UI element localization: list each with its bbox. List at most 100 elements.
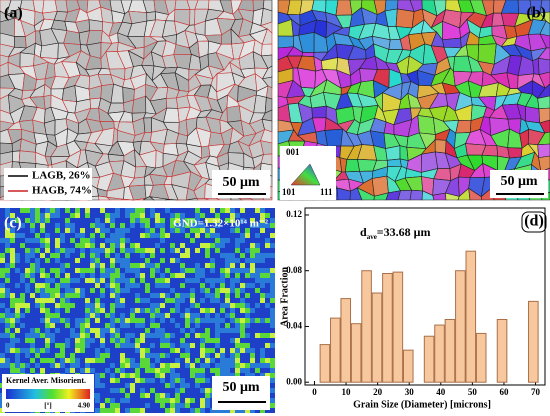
pixel bbox=[140, 288, 145, 293]
pixel bbox=[15, 228, 20, 233]
pixel bbox=[105, 303, 110, 308]
pixel bbox=[210, 408, 215, 413]
pixel bbox=[45, 243, 50, 248]
pixel bbox=[195, 348, 200, 353]
pixel bbox=[145, 273, 150, 278]
pixel bbox=[250, 308, 255, 313]
pixel bbox=[100, 313, 105, 318]
pixel bbox=[120, 378, 125, 383]
pixel bbox=[120, 308, 125, 313]
pixel bbox=[175, 248, 180, 253]
pixel bbox=[230, 363, 235, 368]
pixel bbox=[180, 348, 185, 353]
pixel bbox=[250, 293, 255, 298]
pixel bbox=[180, 388, 185, 393]
pixel bbox=[200, 208, 205, 213]
pixel bbox=[35, 308, 40, 313]
pixel bbox=[60, 213, 65, 218]
pixel bbox=[135, 363, 140, 368]
grain bbox=[54, 0, 68, 13]
pixel bbox=[180, 243, 185, 248]
pixel bbox=[215, 343, 220, 348]
pixel bbox=[265, 298, 270, 303]
pixel bbox=[80, 238, 85, 243]
pixel bbox=[235, 248, 240, 253]
pixel bbox=[155, 368, 160, 373]
pixel bbox=[170, 373, 175, 378]
pixel bbox=[105, 248, 110, 253]
pixel bbox=[80, 318, 85, 323]
pixel bbox=[160, 328, 165, 333]
pixel bbox=[200, 213, 205, 218]
pixel bbox=[230, 303, 235, 308]
pixel bbox=[250, 218, 255, 223]
pixel bbox=[60, 298, 65, 303]
pixel bbox=[30, 298, 35, 303]
pixel bbox=[55, 328, 60, 333]
pixel bbox=[100, 273, 105, 278]
pixel bbox=[130, 303, 135, 308]
pixel bbox=[200, 378, 205, 383]
pixel bbox=[170, 268, 175, 273]
pixel bbox=[165, 243, 170, 248]
pixel bbox=[155, 383, 160, 388]
pixel bbox=[165, 218, 170, 223]
pixel bbox=[20, 323, 25, 328]
pixel bbox=[190, 373, 195, 378]
pixel bbox=[175, 388, 180, 393]
pixel bbox=[245, 408, 250, 413]
pixel bbox=[125, 378, 130, 383]
pixel bbox=[175, 258, 180, 263]
pixel bbox=[5, 318, 10, 323]
pixel bbox=[260, 368, 265, 373]
pixel bbox=[75, 348, 80, 353]
pixel bbox=[185, 408, 190, 413]
pixel bbox=[230, 283, 235, 288]
pixel bbox=[50, 253, 55, 258]
pixel bbox=[240, 303, 245, 308]
pixel bbox=[100, 383, 105, 388]
pixel bbox=[240, 243, 245, 248]
pixel bbox=[195, 343, 200, 348]
pixel bbox=[270, 288, 275, 293]
pixel bbox=[195, 328, 200, 333]
pixel bbox=[255, 368, 260, 373]
pixel bbox=[200, 218, 205, 223]
pixel bbox=[215, 303, 220, 308]
pixel bbox=[25, 213, 30, 218]
pixel bbox=[70, 323, 75, 328]
pixel bbox=[230, 318, 235, 323]
pixel bbox=[45, 268, 50, 273]
pixel bbox=[185, 318, 190, 323]
pixel bbox=[10, 208, 15, 213]
pixel bbox=[120, 373, 125, 378]
pixel bbox=[15, 258, 20, 263]
pixel bbox=[245, 348, 250, 353]
pixel bbox=[175, 378, 180, 383]
pixel bbox=[190, 293, 195, 298]
pixel bbox=[205, 318, 210, 323]
pixel bbox=[0, 293, 5, 298]
pixel bbox=[125, 373, 130, 378]
pixel bbox=[245, 263, 250, 268]
pixel bbox=[60, 353, 65, 358]
pixel bbox=[75, 323, 80, 328]
pixel bbox=[190, 298, 195, 303]
pixel bbox=[190, 273, 195, 278]
pixel bbox=[35, 248, 40, 253]
pixel bbox=[95, 278, 100, 283]
pixel bbox=[110, 253, 115, 258]
pixel bbox=[265, 333, 270, 338]
pixel bbox=[55, 343, 60, 348]
pixel bbox=[10, 218, 15, 223]
pixel bbox=[260, 358, 265, 363]
pixel bbox=[5, 363, 10, 368]
pixel bbox=[175, 263, 180, 268]
pixel bbox=[160, 258, 165, 263]
pixel bbox=[265, 253, 270, 258]
pixel bbox=[45, 238, 50, 243]
pixel bbox=[185, 393, 190, 398]
pixel bbox=[200, 403, 205, 408]
pixel bbox=[265, 313, 270, 318]
pixel bbox=[195, 208, 200, 213]
